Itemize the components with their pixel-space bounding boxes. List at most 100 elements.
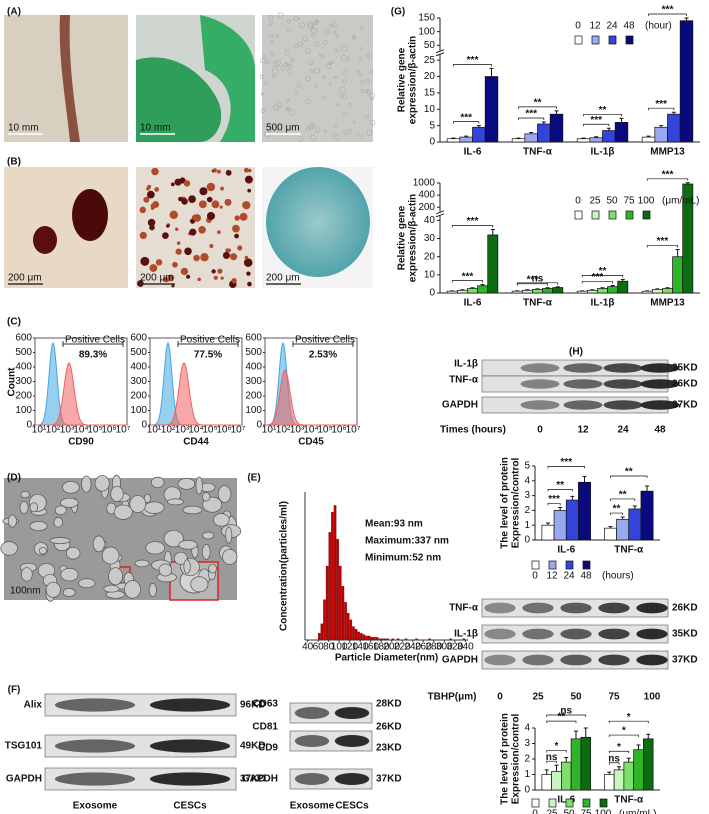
cell [359,26,365,31]
error-bar [464,135,469,138]
tissue [59,15,80,142]
vesicle [108,567,123,586]
cell [243,167,249,173]
legend-swatch [548,798,557,808]
cell [149,264,158,272]
vesicle [29,502,39,513]
size-label: 23KD [376,743,402,754]
cell [172,261,178,268]
y-axis-label: expression/β-actin [408,36,419,124]
bar [551,771,562,791]
band [520,363,560,373]
cell [269,33,274,38]
size-label: 26KD [672,603,698,614]
bar [553,510,567,541]
cell [343,112,348,117]
significance-bracket [546,760,557,764]
bar [362,634,366,641]
legend-swatch [565,798,574,808]
cell [197,277,201,282]
vesicle [124,580,142,599]
legend-swatch [608,210,617,220]
cell [333,75,337,79]
vesicle [94,475,110,492]
protein-label: CD9 [258,743,278,754]
x-tick-label: 10³ [290,425,305,436]
bar [524,133,538,143]
x-tick-label: 10⁶ [101,425,116,436]
error-bar [685,182,690,185]
y-tick-label: 400 [130,362,147,373]
annotation: Maximum:337 nm [365,536,449,547]
cell [243,258,253,267]
scale-label: 200 μm [8,273,42,284]
band [640,379,680,389]
vesicle [190,576,209,593]
cell [314,127,321,133]
significance-bracket [547,488,573,492]
legend-title: (hour) [645,21,672,32]
cell [199,187,208,196]
x-tick-label: 200 [383,642,400,653]
x-tick-label: IL-6 [557,545,575,556]
error-bar [632,505,637,509]
annotation: Minimum:52 nm [365,553,441,564]
protein-label: TNF-α [449,603,479,614]
band [636,654,668,666]
vesicle [167,498,184,506]
significance-bracket [610,475,648,478]
y-tick-label: 100 [245,405,262,416]
y-tick-label: 500 [245,347,262,358]
cell [333,133,340,141]
cell [181,198,188,205]
x-tick-label: 10⁷ [346,425,361,436]
y-tick-label: 100 [418,26,435,37]
cell [259,74,265,80]
error-bar [607,771,612,775]
significance-bracket [583,114,622,117]
cell [178,196,183,202]
significance-bracket [581,275,624,278]
lane-label: 48 [654,425,666,436]
scale-label: 200 μm [140,273,174,284]
cell [175,248,182,255]
significance-label: ns [532,273,544,284]
cell [369,119,376,126]
band [603,400,643,410]
x-tick-label: 120 [341,642,358,653]
y-tick-label: 200 [15,391,32,402]
legend-label: 12 [589,21,601,32]
vesicle [92,535,105,553]
protein-label: CD63 [252,699,278,710]
bar [580,736,591,791]
cell [217,230,221,234]
gate-label: Positive Cells [295,335,355,346]
vesicle [110,485,124,502]
significance-label: ** [556,480,564,491]
significance-bracket [516,282,559,285]
bar [365,635,368,641]
cell [174,178,182,186]
error-bar [665,287,670,289]
protein-label: CD81 [252,722,278,733]
cell [311,32,316,38]
cell [330,60,334,64]
cell [220,276,224,280]
scale-label: 10 mm [8,123,39,134]
glove [200,15,255,142]
size-label: 49KD [240,741,266,752]
vesicle [183,559,191,574]
band [54,739,136,753]
cell [309,134,316,141]
axis-break [436,211,444,216]
vesicle [134,559,150,568]
error-bar [490,228,495,235]
y-axis-label: Expression/control [511,713,522,804]
error-bar [684,17,689,21]
panel-label: (C) [7,317,21,328]
cell [260,108,266,114]
vesicle [182,505,203,515]
x-tick-label: MMP13 [650,147,685,158]
cell [340,45,348,53]
annotation: Mean:93 nm [365,519,423,530]
